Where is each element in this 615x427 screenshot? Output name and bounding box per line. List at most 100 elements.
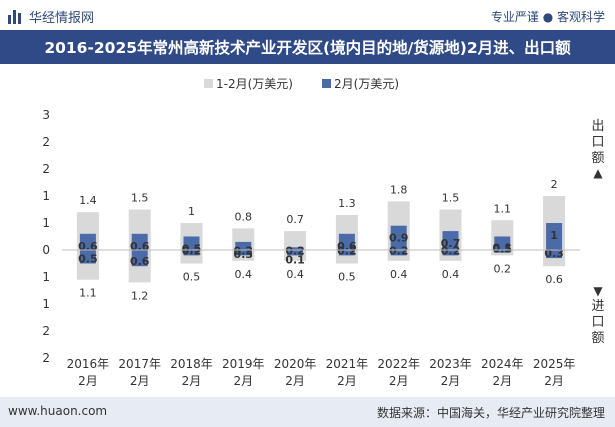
side-export-arrow: ▲ [593,166,603,180]
side-import-2: 口 [591,315,604,330]
footer-website[interactable]: www.huaon.com [8,404,108,418]
label-monthly-import: 0.2 [441,244,461,257]
x-tick-label: 2022年 [377,357,420,371]
y-axis: 3 2 2 1 1 0 1 1 2 2 [42,108,50,365]
label-monthly-import: 0.2 [337,244,357,257]
x-tick-label: 2023年 [429,357,472,371]
label-monthly-export: 0.3 [234,248,254,261]
label-cumulative-import: 0.5 [183,271,201,284]
x-tick-label: 2024年 [481,357,524,371]
label-monthly-export: 0.1 [285,253,305,266]
bar-monthly [183,236,200,256]
side-export-3: 额 [591,151,604,166]
x-tick-label: 2月 [78,374,98,388]
label-monthly-import: 0.1 [493,242,513,255]
y-tick-label: 2 [42,351,50,365]
label-cumulative-import: 0.4 [442,268,460,281]
x-tick-label: 2017年 [118,357,161,371]
x-tick-label: 2月 [285,374,305,388]
label-monthly-import: 0.2 [182,244,202,257]
label-cumulative-import: 0.5 [338,271,356,284]
label-monthly-import: 0.6 [130,255,150,268]
label-cumulative-export: 0.8 [235,210,253,223]
y-tick-label: 1 [42,297,50,311]
brand-logo-icon [8,9,24,24]
label-monthly-export: 0.6 [78,240,98,253]
x-tick-label: 2025年 [533,357,576,371]
tagline: 专业严谨 ● 客观科学 [490,10,605,24]
x-tick-label: 2月 [389,374,409,388]
chart-title: 2016-2025年常州高新技术产业开发区(境内目的地/货源地)2月进、出口额 [0,30,615,64]
y-tick-label: 1 [42,216,50,230]
x-tick-label: 2月 [130,374,150,388]
x-tick-label: 2月 [337,374,357,388]
side-export-1: 出 [591,119,604,134]
legend-swatch-monthly [322,79,331,88]
label-cumulative-export: 1 [188,205,195,218]
legend: 1-2月(万美元) 2月(万美元) [204,77,399,91]
bar-monthly [287,247,304,256]
label-cumulative-export: 2 [551,178,558,191]
top-bar: 华经情报网 专业严谨 ● 客观科学 [0,0,615,30]
y-tick-label: 2 [42,324,50,338]
label-monthly-export: 0.5 [182,243,202,256]
label-cumulative-export: 1.5 [131,192,149,205]
label-cumulative-export: 1.8 [390,183,408,196]
y-tick-label: 0 [42,243,50,257]
y-tick-label: 1 [42,270,50,284]
footer: www.huaon.com 数据来源：中国海关，华经产业研究院整理 [0,397,615,427]
label-monthly-import: 0.2 [389,244,409,257]
label-monthly-export: 0.7 [441,237,461,250]
label-cumulative-import: 0.4 [390,268,408,281]
bar-monthly [442,231,459,256]
x-tick-label: 2020年 [274,357,317,371]
label-cumulative-export: 1.5 [442,192,460,205]
label-monthly-import: 0.2 [285,244,305,257]
label-monthly-export: 0.9 [389,232,409,245]
bar-monthly [390,225,407,256]
side-export-2: 口 [591,135,604,150]
x-axis: 2016年 2月 2017年 2月 2018年 2月 2019年 2月 2020年 2月 2021年… [62,249,580,388]
x-tick-label: 2021年 [326,357,369,371]
y-tick-label: 3 [42,108,50,122]
label-monthly-export: 0.6 [130,240,150,253]
legend-label-monthly: 2月(万美元) [334,77,399,91]
side-import-1: 进 [591,299,604,314]
x-tick-label: 2月 [544,374,564,388]
side-import-arrow: ▼ [593,284,603,298]
label-cumulative-import: 0.2 [494,262,512,275]
x-tick-label: 2月 [233,374,253,388]
y-tick-label: 1 [42,189,50,203]
y-tick-label: 2 [42,135,50,149]
label-cumulative-export: 1.1 [494,202,512,215]
x-tick-label: 2019年 [222,357,265,371]
label-cumulative-export: 1.4 [79,194,97,207]
side-labels: 出 口 额 ▲ ▼ 进 口 额 [591,119,604,346]
bar-monthly [546,223,563,259]
label-cumulative-import: 1.1 [79,287,97,300]
x-tick-label: 2016年 [67,357,110,371]
label-cumulative-import: 0.4 [286,268,304,281]
label-monthly-import: 0.5 [78,253,98,266]
label-monthly-export: 1 [550,229,558,242]
label-cumulative-import: 0.6 [545,273,563,286]
bar-monthly [235,241,252,256]
bar-monthly [494,236,511,253]
label-monthly-export: 0.5 [493,243,513,256]
y-tick-label: 2 [42,162,50,176]
legend-label-cumulative: 1-2月(万美元) [216,77,293,91]
bars [76,196,566,283]
x-tick-label: 2月 [492,374,512,388]
side-import-3: 额 [591,331,604,346]
footer-source: 数据来源：中国海关，华经产业研究院整理 [376,406,605,420]
label-monthly-import: 0.3 [544,247,564,260]
label-cumulative-import: 0.4 [235,268,253,281]
legend-swatch-cumulative [204,79,213,88]
bar-monthly [79,233,96,264]
x-tick-label: 2月 [182,374,202,388]
brand-name: 华经情报网 [29,11,95,26]
x-tick-label: 2月 [441,374,461,388]
brand: 华经情报网 [8,7,94,26]
data-labels: 1.41.10.60.51.51.20.60.610.50.50.20.80.4… [78,178,564,302]
